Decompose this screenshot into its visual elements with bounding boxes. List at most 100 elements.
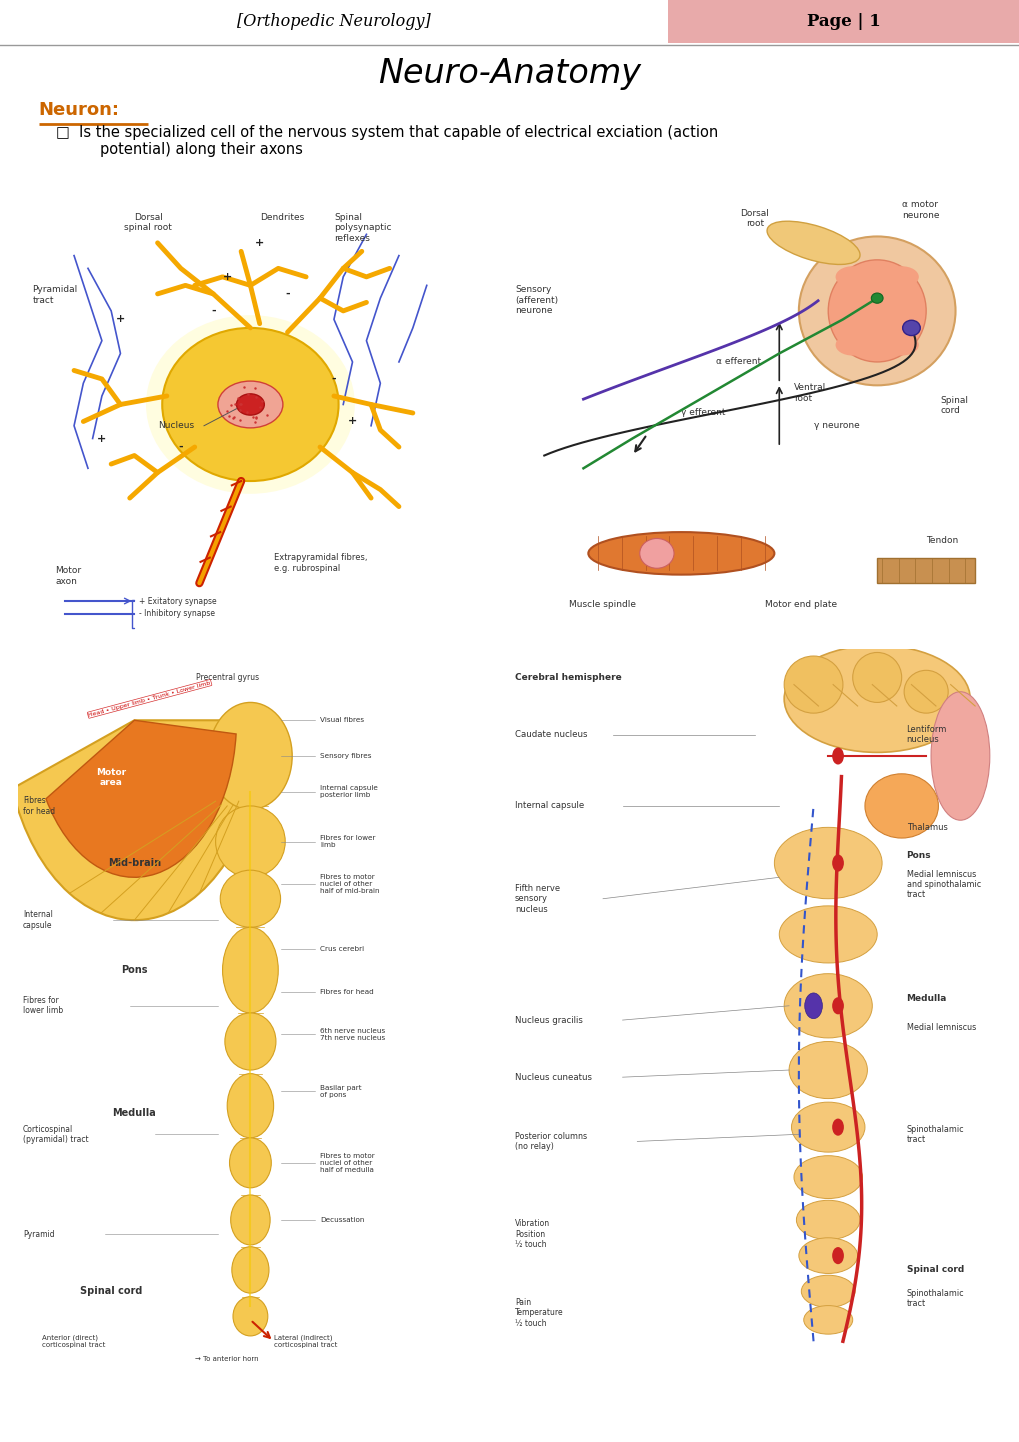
Circle shape [639,538,674,568]
Ellipse shape [801,1275,854,1308]
Text: γ efferent: γ efferent [681,408,726,418]
Text: γ neurone: γ neurone [813,421,858,430]
Text: Basilar part
of pons: Basilar part of pons [320,1084,362,1097]
Text: Ventral
root: Ventral root [793,384,825,402]
Ellipse shape [231,1247,269,1293]
Ellipse shape [940,695,979,746]
Ellipse shape [215,806,285,877]
Text: Medulla: Medulla [112,1107,156,1118]
Text: Neuron:: Neuron: [39,101,119,118]
Text: Fibres for head: Fibres for head [320,989,373,995]
Text: Mid-brain: Mid-brain [108,858,161,868]
Text: +: + [116,314,125,324]
Text: Spinothalamic
tract: Spinothalamic tract [906,1125,963,1144]
Ellipse shape [766,221,859,264]
Text: Nucleus gracilis: Nucleus gracilis [515,1015,582,1025]
Text: Spinal cord: Spinal cord [906,1266,963,1275]
Text: +: + [255,238,264,248]
Ellipse shape [784,646,969,753]
Ellipse shape [220,870,280,927]
Circle shape [870,293,882,303]
Text: Extrapyramidal fibres,
e.g. rubrospinal: Extrapyramidal fibres, e.g. rubrospinal [273,554,367,572]
Text: Pain
Temperature
½ touch: Pain Temperature ½ touch [515,1298,562,1328]
Ellipse shape [930,692,988,820]
Text: potential) along their axons: potential) along their axons [100,143,303,157]
Ellipse shape [209,702,291,809]
Text: Muscle spindle: Muscle spindle [569,600,635,609]
Ellipse shape [803,1305,852,1334]
Ellipse shape [229,1138,271,1188]
Text: Internal capsule
posterior limb: Internal capsule posterior limb [320,784,377,799]
Text: Fibres for
lower limb: Fibres for lower limb [23,996,63,1015]
Ellipse shape [852,652,901,702]
Text: → To anterior horn: → To anterior horn [195,1355,258,1363]
Text: Medial lemniscus
and spinothalamic
tract: Medial lemniscus and spinothalamic tract [906,870,980,900]
Text: Spinal
cord: Spinal cord [940,397,968,415]
Text: Lateral (indirect)
corticospinal tract: Lateral (indirect) corticospinal tract [273,1334,336,1348]
Ellipse shape [798,236,955,385]
Text: + Exitatory synapse: + Exitatory synapse [139,597,216,606]
Text: Nucleus cuneatus: Nucleus cuneatus [515,1073,591,1082]
Wedge shape [12,720,264,920]
Text: Lentiform
nucleus: Lentiform nucleus [906,725,946,744]
Text: Pyramidal
tract: Pyramidal tract [33,286,77,304]
Text: Visual fibres: Visual fibres [320,717,364,724]
Text: Cerebral hemisphere: Cerebral hemisphere [515,673,621,682]
Text: Neuro-Anatomy: Neuro-Anatomy [378,58,641,89]
Text: Decussation: Decussation [320,1217,364,1223]
Text: Caudate nucleus: Caudate nucleus [515,730,587,740]
Ellipse shape [903,671,948,714]
Ellipse shape [835,267,869,287]
Ellipse shape [588,532,773,575]
Text: -: - [211,306,215,316]
Ellipse shape [227,1074,273,1138]
Text: Spinothalamic
tract: Spinothalamic tract [906,1289,963,1308]
Text: Internal capsule: Internal capsule [515,802,584,810]
Circle shape [804,994,821,1018]
Text: -: - [178,443,183,451]
Text: Vibration
Position
½ touch: Vibration Position ½ touch [515,1220,549,1249]
Text: Motor
axon: Motor axon [55,567,82,585]
Text: Fibres to motor
nuclei of other
half of mid-brain: Fibres to motor nuclei of other half of … [320,874,379,894]
Text: Fibres to motor
nuclei of other
half of medulla: Fibres to motor nuclei of other half of … [320,1152,374,1172]
Text: Anterior (direct)
corticospinal tract: Anterior (direct) corticospinal tract [42,1334,105,1348]
Text: Dendrites: Dendrites [260,213,304,222]
Ellipse shape [835,335,869,356]
Ellipse shape [218,381,282,428]
Text: α motor
neurone: α motor neurone [901,200,938,219]
Text: - Inhibitory synapse: - Inhibitory synapse [139,610,215,619]
Text: Page | 1: Page | 1 [806,13,880,30]
Ellipse shape [793,1155,862,1198]
Text: +: + [97,434,106,444]
Ellipse shape [146,316,355,493]
Text: Head • Upper limb • Trunk • Lower limb: Head • Upper limb • Trunk • Lower limb [88,681,211,718]
Text: Fibres for lower
limb: Fibres for lower limb [320,835,375,848]
Ellipse shape [784,973,871,1038]
Text: Pons: Pons [906,851,930,861]
Text: α efferent: α efferent [715,358,760,366]
Text: Spinal
polysynaptic
reflexes: Spinal polysynaptic reflexes [333,213,391,242]
Text: -: - [285,288,289,298]
Text: Medial lemniscus: Medial lemniscus [906,1022,975,1031]
Text: [Orthopedic Neurology]: [Orthopedic Neurology] [237,13,430,30]
Ellipse shape [796,1200,859,1240]
Circle shape [832,998,843,1014]
Text: Fifth nerve
sensory
nucleus: Fifth nerve sensory nucleus [515,884,559,914]
Ellipse shape [791,1102,864,1152]
Text: Corticospinal
(pyramidal) tract: Corticospinal (pyramidal) tract [23,1125,89,1144]
Text: +: + [222,273,231,281]
Ellipse shape [784,656,842,714]
Circle shape [832,747,843,764]
Ellipse shape [232,1296,268,1335]
Text: Crus cerebri: Crus cerebri [320,946,364,952]
Ellipse shape [798,1237,857,1273]
Text: Precentral gyrus: Precentral gyrus [196,673,259,682]
Ellipse shape [236,394,264,415]
Circle shape [832,1119,843,1136]
Text: -: - [331,373,336,384]
Text: Sensory fibres: Sensory fibres [320,753,371,758]
Ellipse shape [883,335,918,356]
Ellipse shape [773,828,881,898]
Ellipse shape [779,906,876,963]
Text: Spinal cord: Spinal cord [79,1286,143,1296]
